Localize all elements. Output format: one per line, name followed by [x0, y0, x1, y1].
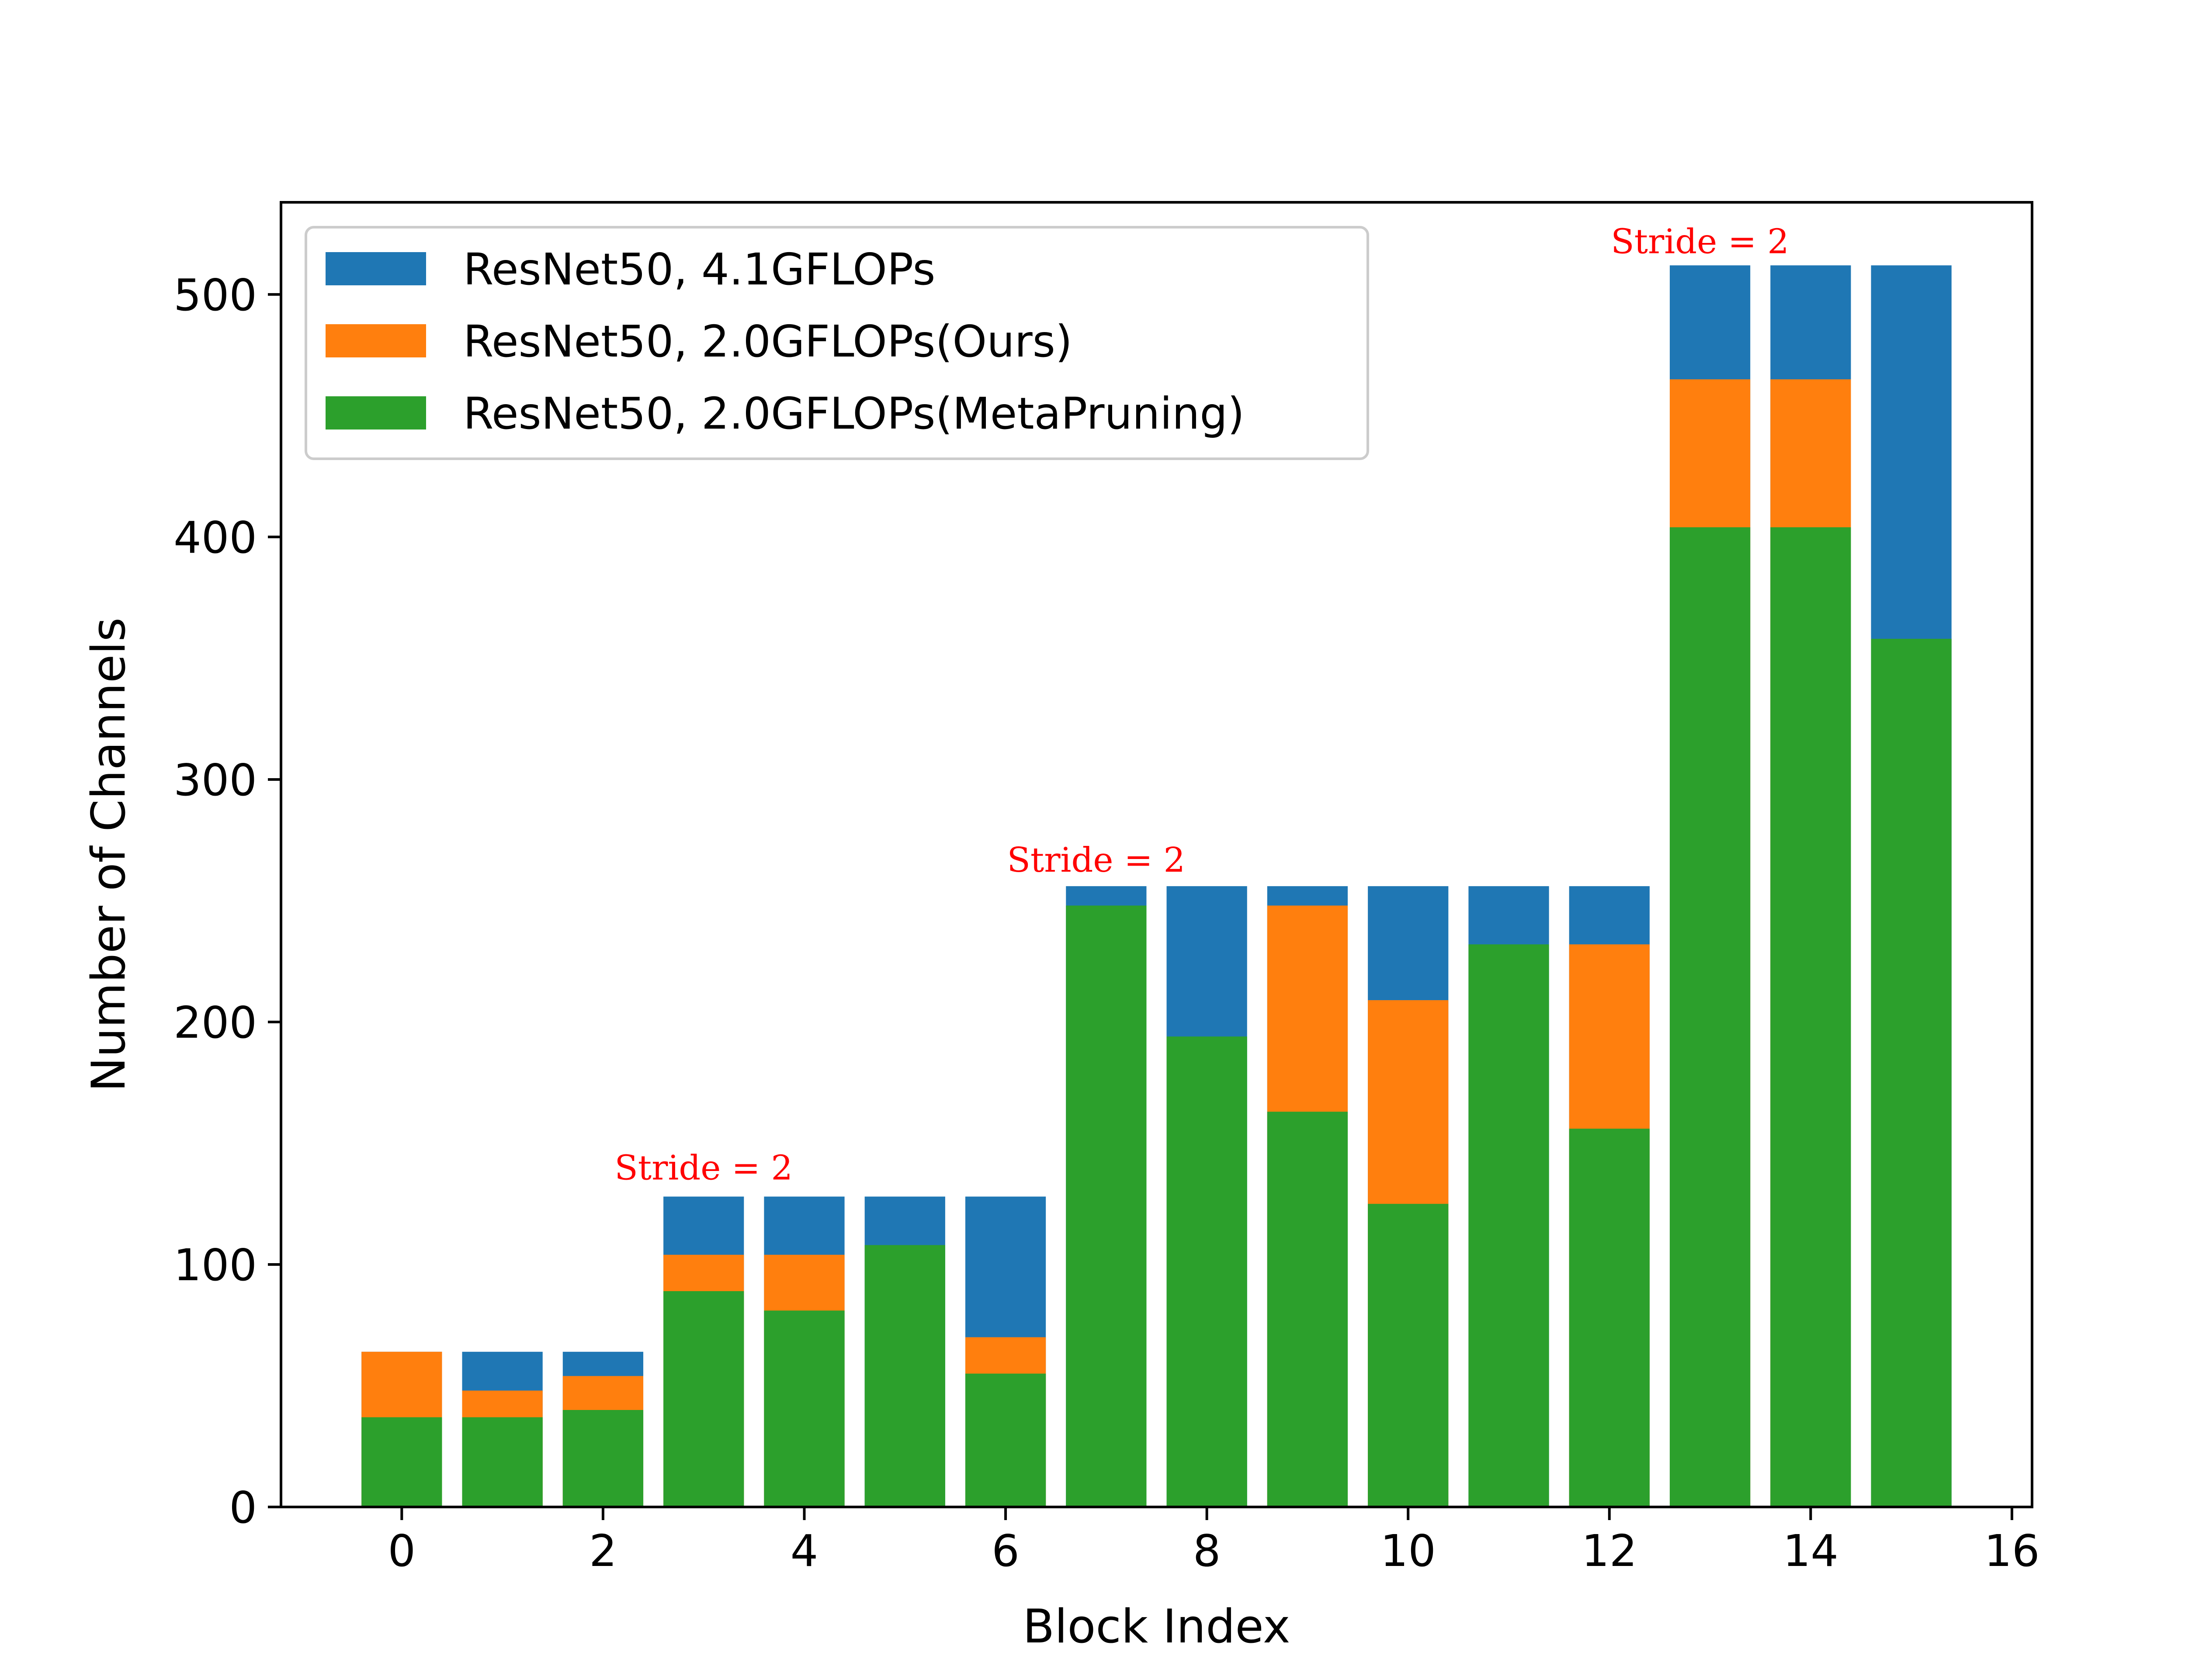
y-tick-label: 500 — [173, 270, 257, 321]
y-tick-label: 100 — [173, 1240, 257, 1291]
bar — [1871, 639, 1952, 1507]
bars-layer — [361, 265, 1952, 1507]
bar — [1669, 527, 1751, 1507]
x-tick-label: 0 — [388, 1525, 416, 1576]
x-tick-label: 14 — [1783, 1525, 1838, 1576]
bar — [361, 1417, 442, 1507]
x-tick-label: 2 — [589, 1525, 617, 1576]
x-tick-label: 4 — [791, 1525, 819, 1576]
legend-swatch — [326, 324, 426, 357]
bar — [1368, 1204, 1449, 1507]
series-2 — [361, 527, 1952, 1507]
x-tick-label: 12 — [1582, 1525, 1637, 1576]
bar — [1166, 1036, 1247, 1507]
bar — [764, 1310, 845, 1507]
y-axis-label: Number of Channels — [82, 617, 135, 1092]
stride-annotation: Stride = 2 — [1611, 222, 1789, 262]
legend-swatch — [326, 252, 426, 285]
bar — [663, 1291, 744, 1507]
x-tick-label: 10 — [1380, 1525, 1436, 1576]
bar — [1468, 944, 1549, 1507]
bar — [1267, 1112, 1348, 1507]
legend-box — [305, 226, 1369, 460]
bar — [562, 1410, 644, 1507]
bar — [965, 1373, 1046, 1507]
x-tick-label: 8 — [1193, 1525, 1221, 1576]
legend-swatch — [326, 396, 426, 430]
y-tick-label: 200 — [173, 997, 257, 1048]
y-tick-label: 300 — [173, 755, 257, 806]
bar — [1770, 527, 1851, 1507]
x-tick-label: 6 — [992, 1525, 1020, 1576]
bar — [1569, 1129, 1650, 1507]
x-tick-label: 16 — [1984, 1525, 2039, 1576]
legend: ResNet50, 4.1GFLOPs ResNet50, 2.0GFLOPs(O… — [305, 226, 1369, 460]
y-axis: 0 100 200 300 400 500 — [173, 270, 281, 1533]
stride-annotation: Stride = 2 — [1007, 841, 1185, 880]
x-axis: 0 2 4 6 8 10 12 14 16 — [388, 1507, 2040, 1576]
annotations-layer: Stride = 2 Stride = 2 Stride = 2 — [614, 222, 1789, 1188]
plot-frame — [280, 201, 2033, 1508]
y-tick-label: 400 — [173, 512, 257, 563]
bar — [864, 1245, 945, 1507]
legend-label: ResNet50, 4.1GFLOPs — [463, 244, 936, 295]
x-axis-label: Block Index — [1023, 1600, 1290, 1653]
bar — [462, 1417, 543, 1507]
legend-label: ResNet50, 2.0GFLOPs(MetaPruning) — [463, 388, 1245, 439]
legend-label: ResNet50, 2.0GFLOPs(Ours) — [463, 316, 1072, 367]
y-tick-label: 0 — [229, 1482, 257, 1533]
stride-annotation: Stride = 2 — [614, 1149, 793, 1188]
bar — [1066, 905, 1147, 1507]
